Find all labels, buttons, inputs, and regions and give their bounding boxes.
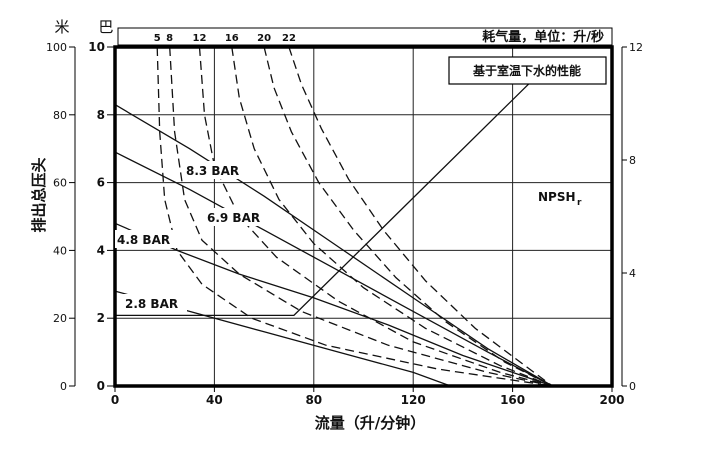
chart-grid xyxy=(115,47,612,386)
npsh-tick-label: 12 xyxy=(629,41,643,54)
meter-tick-label: 20 xyxy=(53,312,67,325)
pressure-curve-label: 8.3 BAR xyxy=(186,164,239,178)
npsh-tick-label: 0 xyxy=(629,380,636,393)
air-curve-label: 12 xyxy=(193,33,207,44)
bar-tick-label: 2 xyxy=(97,311,105,325)
air-curve-8 xyxy=(169,46,553,387)
air-curve-20 xyxy=(263,46,553,387)
meter-tick-label: 100 xyxy=(46,41,67,54)
x-axis-title: 流量（升/分钟） xyxy=(315,414,425,432)
air-header-title: 耗气量，单位：升/秒 xyxy=(482,29,604,45)
x-tick-label: 120 xyxy=(401,393,426,407)
npsh-label-sub: r xyxy=(577,198,582,208)
bar-tick-label: 0 xyxy=(97,379,105,393)
pressure-curve-label: 4.8 BAR xyxy=(117,233,170,247)
npsh-tick-label: 4 xyxy=(629,267,636,280)
meter-tick-label: 40 xyxy=(53,244,67,257)
x-tick-label: 80 xyxy=(305,393,322,407)
pressure-label-bg xyxy=(123,294,187,312)
chart-labels: 0 40 80 120 160 200020406080100024681004812米巴… xyxy=(30,18,643,432)
meter-tick-label: 80 xyxy=(53,109,67,122)
pressure-curve-48 xyxy=(114,222,553,387)
meter-unit-label: 米 xyxy=(54,18,69,36)
npsh-tick-label: 8 xyxy=(629,154,636,167)
air-curve-label: 16 xyxy=(225,33,239,44)
pressure-curve-label: 6.9 BAR xyxy=(207,211,260,225)
npsh-curve xyxy=(115,74,538,317)
x-tick-label: 40 xyxy=(206,393,223,407)
meter-tick-label: 60 xyxy=(53,177,67,190)
bar-tick-label: 6 xyxy=(97,176,105,190)
y-axis-title: 排出总压头 xyxy=(30,157,48,232)
meter-tick-label: 0 xyxy=(60,380,67,393)
bar-tick-label: 8 xyxy=(97,108,105,122)
chart-series xyxy=(114,46,553,387)
x-tick-label: 160 xyxy=(500,393,525,407)
x-tick-label: 200 xyxy=(599,393,624,407)
bar-tick-label: 4 xyxy=(97,243,105,257)
air-curve-12 xyxy=(198,46,553,387)
air-curve-22 xyxy=(288,46,553,387)
air-curve-5 xyxy=(156,46,553,387)
bar-unit-label: 巴 xyxy=(98,18,113,36)
pressure-curve-label: 2.8 BAR xyxy=(125,297,178,311)
pressure-label-bg xyxy=(184,161,248,179)
air-curve-label: 20 xyxy=(257,33,271,44)
npsh-label: NPSH xyxy=(538,190,576,204)
note-box xyxy=(448,56,607,85)
air-curve-16 xyxy=(231,46,553,387)
pressure-curve-83 xyxy=(114,104,553,387)
pressure-label-bg xyxy=(115,230,179,248)
chart-axes xyxy=(69,27,627,392)
plot-frame xyxy=(113,45,614,388)
air-curve-label: 8 xyxy=(166,33,173,44)
x-tick-label: 0 xyxy=(111,393,119,407)
pressure-label-bg xyxy=(205,208,269,226)
bar-tick-label: 10 xyxy=(88,40,105,54)
air-curve-label: 5 xyxy=(154,33,161,44)
note-text: 基于室温下水的性能 xyxy=(472,63,581,78)
air-curve-label: 22 xyxy=(282,33,296,44)
air-header-box xyxy=(117,27,613,46)
